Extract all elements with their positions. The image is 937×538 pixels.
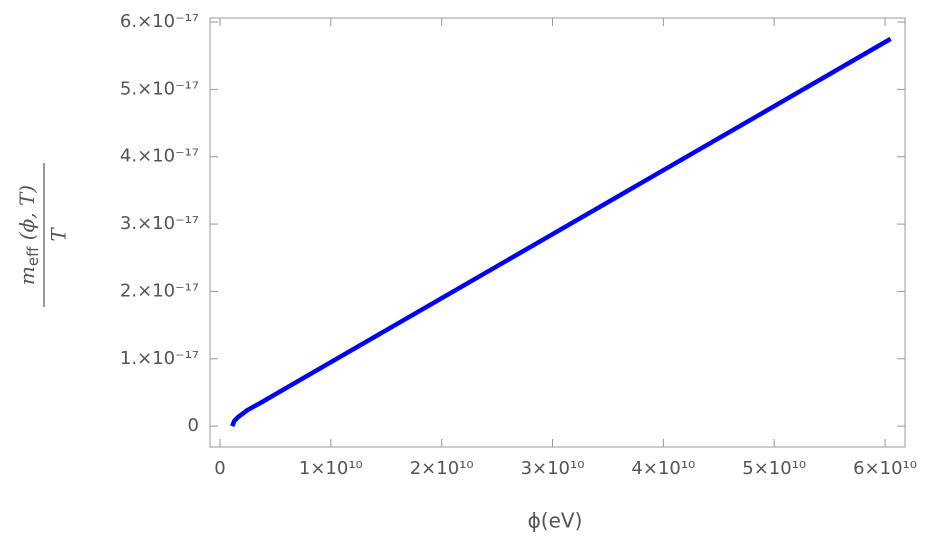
x-tick-label: 0 bbox=[214, 458, 225, 479]
x-tick-label: 2×10¹⁰ bbox=[410, 458, 474, 479]
y-tick-label: 3.×10⁻¹⁷ bbox=[120, 213, 199, 234]
y-tick-label: 6.×10⁻¹⁷ bbox=[120, 11, 199, 32]
x-tick-label: 6×10¹⁰ bbox=[853, 458, 917, 479]
y-tick-label: 4.×10⁻¹⁷ bbox=[120, 146, 199, 167]
y-label-denominator: T bbox=[47, 227, 71, 242]
x-tick-label: 3×10¹⁰ bbox=[521, 458, 585, 479]
y-tick-label: 1.×10⁻¹⁷ bbox=[120, 348, 199, 369]
y-tick-label: 2.×10⁻¹⁷ bbox=[120, 280, 199, 301]
y-label-numerator: meff (ϕ, T) bbox=[15, 185, 42, 285]
y-label-args: (ϕ, T) bbox=[15, 185, 39, 247]
y-axis-label: meff (ϕ, T) T bbox=[15, 163, 71, 307]
y-label-subscript: eff bbox=[24, 246, 42, 266]
plot-frame bbox=[209, 17, 906, 448]
x-tick-label: 4×10¹⁰ bbox=[631, 458, 695, 479]
y-tick-label: 0 bbox=[188, 415, 199, 436]
y-label-symbol: m bbox=[15, 266, 39, 285]
x-axis-label: ϕ(eV) bbox=[528, 509, 583, 533]
x-tick-label: 1×10¹⁰ bbox=[299, 458, 363, 479]
x-tick-label: 5×10¹⁰ bbox=[742, 458, 806, 479]
data-line bbox=[230, 36, 892, 427]
y-tick-label: 5.×10⁻¹⁷ bbox=[120, 78, 199, 99]
